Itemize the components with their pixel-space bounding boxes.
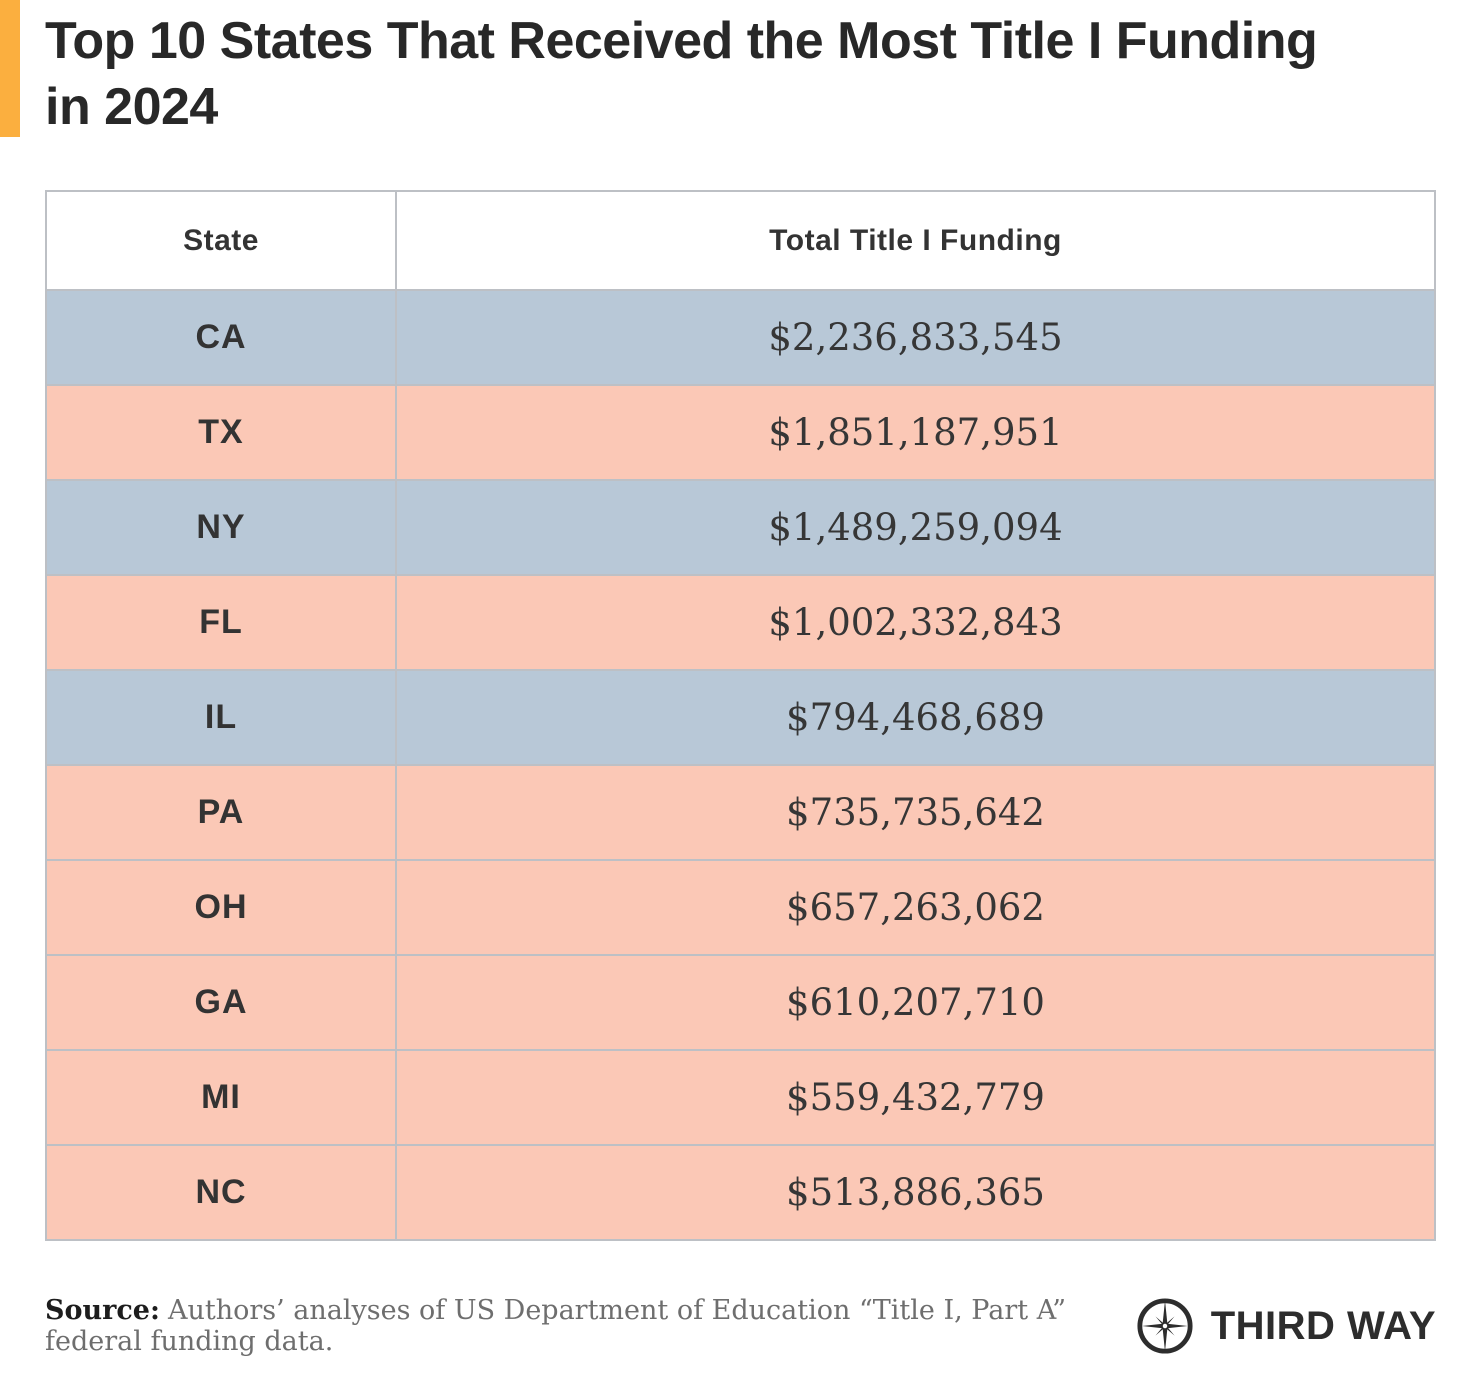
state-abbreviation: TX: [45, 384, 397, 481]
funding-amount: $735,735,642: [395, 764, 1436, 861]
funding-amount: $794,468,689: [395, 669, 1436, 766]
footer: Source: Authors’ analyses of US Departmen…: [45, 1282, 1436, 1370]
third-way-logo: THIRD WAY: [1136, 1297, 1436, 1355]
table-body: CA $2,236,833,545 TX $1,851,187,951 NY $1,489…: [45, 289, 1436, 1241]
table-row: OH $657,263,062: [45, 859, 1436, 956]
table-row: CA $2,236,833,545: [45, 289, 1436, 386]
state-abbreviation: NC: [45, 1144, 397, 1241]
table-row: TX $1,851,187,951: [45, 384, 1436, 481]
page-title-line1: Top 10 States That Received the Most Tit…: [45, 12, 1318, 70]
column-header-funding: Total Title I Funding: [395, 190, 1436, 291]
page-title-line2: in 2024: [45, 78, 218, 137]
table-row: NC $513,886,365: [45, 1144, 1436, 1241]
page-title: Top 10 States That Received the Most Tit…: [45, 8, 1445, 140]
funding-table: State Total Title I Funding CA $2,236,833…: [45, 190, 1436, 1241]
funding-amount: $610,207,710: [395, 954, 1436, 1051]
table-row: NY $1,489,259,094: [45, 479, 1436, 576]
state-abbreviation: GA: [45, 954, 397, 1051]
funding-amount: $1,002,332,843: [395, 574, 1436, 671]
funding-amount: $2,236,833,545: [395, 289, 1436, 386]
state-abbreviation: MI: [45, 1049, 397, 1146]
table-header-row: State Total Title I Funding: [45, 190, 1436, 291]
third-way-wordmark: THIRD WAY: [1210, 1303, 1436, 1348]
funding-amount: $513,886,365: [395, 1144, 1436, 1241]
table-row: PA $735,735,642: [45, 764, 1436, 861]
state-abbreviation: NY: [45, 479, 397, 576]
state-abbreviation: PA: [45, 764, 397, 861]
compass-star-icon: [1137, 1298, 1193, 1354]
source-text: Authors’ analyses of US Department of Ed…: [45, 1295, 1067, 1357]
table-row: IL $794,468,689: [45, 669, 1436, 766]
source-label: Source:: [45, 1295, 160, 1326]
table-row: MI $559,432,779: [45, 1049, 1436, 1146]
state-abbreviation: IL: [45, 669, 397, 766]
funding-amount: $657,263,062: [395, 859, 1436, 956]
state-abbreviation: FL: [45, 574, 397, 671]
table-row: FL $1,002,332,843: [45, 574, 1436, 671]
funding-amount: $1,489,259,094: [395, 479, 1436, 576]
accent-bar: [0, 0, 20, 137]
column-header-state: State: [45, 190, 397, 291]
table-row: GA $610,207,710: [45, 954, 1436, 1051]
state-abbreviation: CA: [45, 289, 397, 386]
funding-amount: $559,432,779: [395, 1049, 1436, 1146]
state-abbreviation: OH: [45, 859, 397, 956]
source-note: Source: Authors’ analyses of US Departmen…: [45, 1295, 1136, 1357]
funding-amount: $1,851,187,951: [395, 384, 1436, 481]
